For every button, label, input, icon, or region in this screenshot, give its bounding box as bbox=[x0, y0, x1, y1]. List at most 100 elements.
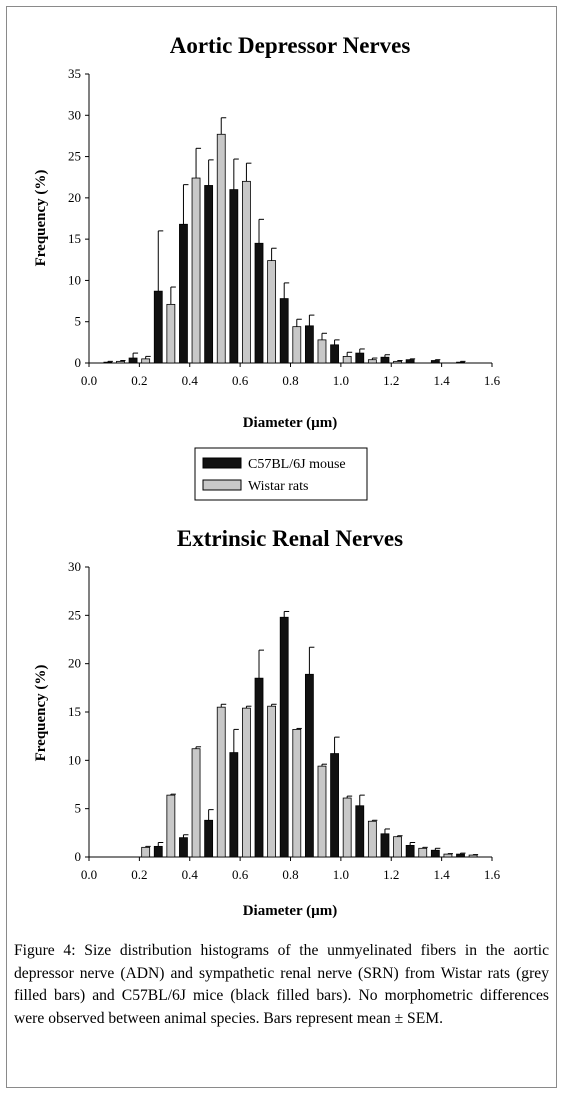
bar bbox=[405, 359, 415, 364]
figure-caption: Figure 4: Size distribution histograms o… bbox=[14, 940, 549, 1030]
y-tick-label: 35 bbox=[68, 66, 81, 81]
bar bbox=[191, 177, 201, 364]
y-tick-label: 0 bbox=[75, 849, 82, 864]
bar bbox=[179, 223, 188, 364]
bar bbox=[216, 706, 226, 858]
bar bbox=[330, 344, 339, 364]
bar bbox=[267, 705, 277, 858]
y-tick-label: 30 bbox=[68, 107, 81, 122]
bar bbox=[367, 820, 377, 858]
bar bbox=[393, 360, 402, 364]
bar bbox=[229, 752, 239, 858]
chart-title: Aortic Depressor Nerves bbox=[170, 33, 411, 58]
y-tick-label: 20 bbox=[68, 656, 81, 671]
x-tick-label: 1.0 bbox=[333, 373, 349, 388]
bar bbox=[166, 794, 176, 858]
bar bbox=[267, 260, 277, 364]
bar bbox=[330, 753, 339, 858]
y-tick-label: 10 bbox=[68, 272, 81, 287]
bar bbox=[317, 339, 327, 364]
bar bbox=[242, 707, 251, 858]
chart-title: Extrinsic Renal Nerves bbox=[177, 526, 403, 551]
bar bbox=[103, 361, 113, 364]
bar bbox=[292, 728, 302, 858]
bar bbox=[304, 673, 314, 858]
bar bbox=[380, 356, 390, 364]
x-tick-label: 0.8 bbox=[282, 373, 298, 388]
bars bbox=[103, 117, 466, 364]
x-tick-label: 1.2 bbox=[383, 867, 399, 882]
x-axis-label: Diameter (µm) bbox=[243, 903, 338, 919]
bar bbox=[254, 677, 264, 858]
x-tick-label: 0.0 bbox=[81, 373, 97, 388]
bar bbox=[380, 833, 390, 858]
y-tick-label: 25 bbox=[68, 607, 81, 622]
bar bbox=[191, 748, 201, 858]
x-tick-label: 1.2 bbox=[383, 373, 399, 388]
x-tick-label: 0.0 bbox=[81, 867, 97, 882]
bar bbox=[468, 854, 478, 858]
bar bbox=[443, 853, 453, 858]
x-tick-label: 0.4 bbox=[182, 373, 199, 388]
legend-box bbox=[194, 447, 368, 501]
bar bbox=[342, 355, 352, 364]
x-tick-label: 1.0 bbox=[333, 867, 349, 882]
y-tick-label: 25 bbox=[68, 149, 81, 164]
bar bbox=[153, 845, 163, 858]
y-tick-label: 20 bbox=[68, 190, 81, 205]
y-tick-label: 5 bbox=[75, 314, 82, 329]
y-axis-label: Frequency (%) bbox=[33, 665, 49, 762]
x-tick-label: 0.6 bbox=[232, 373, 249, 388]
bar bbox=[367, 359, 377, 364]
legend-swatch-mouse bbox=[202, 457, 242, 469]
bars bbox=[141, 610, 479, 858]
bar bbox=[141, 846, 151, 858]
bar bbox=[355, 352, 365, 364]
chart-extrinsic-renal: Extrinsic Renal Nerves Frequency (%) Dia… bbox=[33, 526, 501, 919]
legend: C57BL/6J mouse Wistar rats bbox=[194, 447, 368, 501]
legend-label-rat: Wistar rats bbox=[248, 479, 308, 494]
bar bbox=[229, 189, 239, 364]
y-tick-label: 30 bbox=[68, 559, 81, 574]
x-tick-label: 1.6 bbox=[484, 373, 501, 388]
bar bbox=[116, 360, 125, 364]
bar bbox=[153, 290, 163, 364]
bar bbox=[204, 185, 214, 364]
bar bbox=[342, 797, 352, 858]
x-tick-label: 0.8 bbox=[282, 867, 298, 882]
x-tick-label: 0.2 bbox=[131, 867, 147, 882]
caption-text: Size distribution histograms of the unmy… bbox=[14, 942, 549, 1027]
bar bbox=[292, 326, 302, 364]
y-tick-label: 15 bbox=[68, 231, 81, 246]
bar bbox=[430, 360, 440, 364]
chart-aortic-depressor: Aortic Depressor Nerves Frequency (%) Di… bbox=[33, 33, 501, 501]
bar bbox=[128, 357, 138, 364]
x-tick-label: 0.2 bbox=[131, 373, 147, 388]
bar bbox=[254, 242, 264, 364]
bar bbox=[242, 180, 251, 364]
figure-frame bbox=[6, 6, 557, 1088]
y-tick-label: 15 bbox=[68, 704, 81, 719]
caption-label: Figure 4: bbox=[14, 942, 76, 959]
bar bbox=[216, 133, 226, 364]
axes: 0 5 10 15 20 25 30 0.0 0.2 0.4 0.6 0.8 1.0 1.2 1.4 1.6 bbox=[68, 559, 501, 882]
bar bbox=[141, 358, 151, 364]
bar bbox=[405, 844, 415, 858]
y-tick-label: 10 bbox=[68, 752, 81, 767]
bar bbox=[279, 298, 289, 364]
y-tick-label: 0 bbox=[75, 355, 82, 370]
bar bbox=[166, 303, 176, 364]
x-tick-label: 0.6 bbox=[232, 867, 249, 882]
bar bbox=[304, 325, 314, 364]
x-tick-label: 1.4 bbox=[434, 373, 451, 388]
y-axis-label: Frequency (%) bbox=[33, 170, 49, 267]
legend-label-mouse: C57BL/6J mouse bbox=[248, 457, 346, 472]
x-axis-label: Diameter (µm) bbox=[243, 415, 338, 431]
bar bbox=[418, 847, 428, 858]
x-tick-label: 1.6 bbox=[484, 867, 501, 882]
legend-swatch-rat bbox=[202, 479, 242, 491]
y-tick-label: 5 bbox=[75, 801, 82, 816]
bar bbox=[456, 361, 465, 364]
x-tick-label: 1.4 bbox=[434, 867, 451, 882]
bar bbox=[456, 853, 465, 858]
